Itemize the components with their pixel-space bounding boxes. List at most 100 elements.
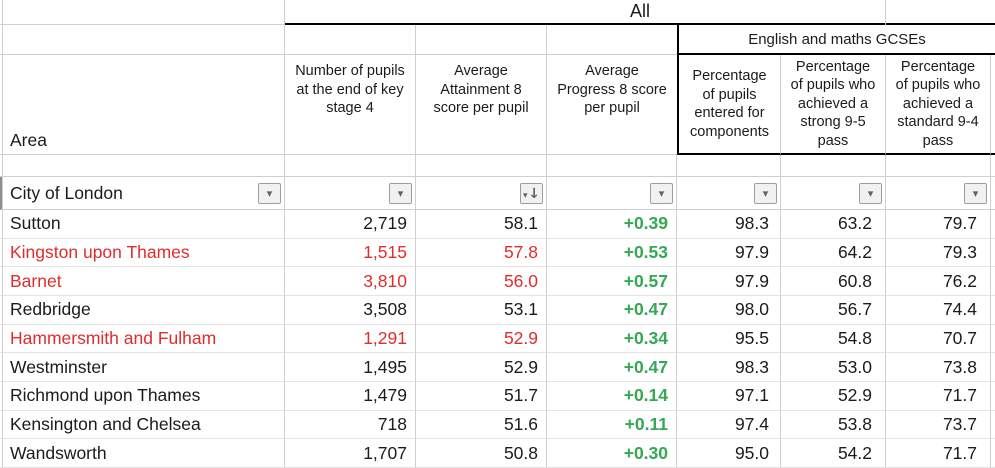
cell-progress8[interactable]: +0.53 — [547, 238, 677, 268]
cell-attainment8[interactable]: 53.1 — [416, 296, 547, 325]
cell-progress8[interactable]: +0.57 — [547, 267, 677, 297]
filter-button-standard-pass[interactable]: ▾ — [964, 182, 987, 204]
filter-cell-area[interactable]: City of London ▾ — [3, 177, 285, 210]
cell-standard-pass[interactable]: 79.3 — [886, 238, 991, 268]
group-header-all-cell[interactable]: All — [285, 0, 995, 25]
empty-cell[interactable] — [285, 155, 416, 177]
cell-standard-pass[interactable]: 73.7 — [886, 410, 991, 440]
cell-entered[interactable]: 97.4 — [677, 410, 781, 440]
cell-area[interactable]: Richmond upon Thames — [3, 382, 285, 411]
cell-entered[interactable]: 97.9 — [677, 267, 781, 297]
cell-progress8[interactable]: +0.30 — [547, 439, 677, 468]
cell-pupils[interactable]: 1,515 — [285, 238, 416, 268]
cell-progress8[interactable]: +0.34 — [547, 324, 677, 354]
cell-attainment8[interactable]: 58.1 — [416, 210, 547, 239]
cell-entered[interactable]: 98.0 — [677, 296, 781, 325]
cell-standard-pass[interactable]: 79.7 — [886, 210, 991, 239]
cell-pupils[interactable]: 3,810 — [285, 267, 416, 297]
cell-entered[interactable]: 97.1 — [677, 382, 781, 411]
column-header-standard-pass[interactable]: Percentage of pupils who achieved a stan… — [886, 55, 991, 155]
cell-entered[interactable]: 97.9 — [677, 238, 781, 268]
column-header-area[interactable]: Area — [3, 55, 285, 155]
filter-cell-progress8[interactable]: ▾ — [547, 177, 677, 210]
cell-entered[interactable]: 98.3 — [677, 210, 781, 239]
cell-strong-pass[interactable]: 54.8 — [781, 324, 886, 354]
empty-cell[interactable] — [781, 155, 886, 177]
filter-button-entered[interactable]: ▾ — [754, 182, 777, 204]
cell-entered[interactable]: 95.0 — [677, 439, 781, 468]
cell-standard-pass[interactable]: 73.8 — [886, 353, 991, 383]
cell-attainment8[interactable]: 51.7 — [416, 382, 547, 411]
empty-cell[interactable] — [886, 155, 991, 177]
cell-pupils[interactable]: 1,479 — [285, 382, 416, 411]
sort-descending-icon: ↓ — [528, 185, 540, 202]
cell-strong-pass[interactable]: 64.2 — [781, 238, 886, 268]
cell-area[interactable]: Barnet — [3, 267, 285, 297]
cell-pupils[interactable]: 718 — [285, 410, 416, 440]
filter-button-area[interactable]: ▾ — [258, 182, 281, 204]
cell-strong-pass[interactable]: 54.2 — [781, 439, 886, 468]
column-header-pupils[interactable]: Number of pupils at the end of key stage… — [285, 55, 416, 155]
cell-standard-pass[interactable]: 70.7 — [886, 324, 991, 354]
cell-attainment8[interactable]: 57.8 — [416, 238, 547, 268]
filter-button-pupils[interactable]: ▾ — [389, 182, 412, 204]
cell-strong-pass[interactable]: 63.2 — [781, 210, 886, 239]
cell-strong-pass[interactable]: 53.0 — [781, 353, 886, 383]
cell-attainment8[interactable]: 52.9 — [416, 324, 547, 354]
gutter-cell — [0, 25, 3, 55]
filter-button-progress8[interactable]: ▾ — [650, 182, 673, 204]
empty-cell[interactable] — [416, 155, 547, 177]
cell-progress8[interactable]: +0.47 — [547, 296, 677, 325]
cell-entered[interactable]: 98.3 — [677, 353, 781, 383]
cell-attainment8[interactable]: 50.8 — [416, 439, 547, 468]
empty-cell[interactable] — [285, 25, 416, 55]
filter-cell-entered[interactable]: ▾ — [677, 177, 781, 210]
filter-cell-pupils[interactable]: ▾ — [285, 177, 416, 210]
empty-cell[interactable] — [547, 25, 677, 55]
column-header-strong-pass[interactable]: Percentage of pupils who achieved a stro… — [781, 55, 886, 155]
empty-cell[interactable] — [547, 155, 677, 177]
cell-pupils[interactable]: 1,291 — [285, 324, 416, 354]
cell-pupils[interactable]: 2,719 — [285, 210, 416, 239]
cell-standard-pass[interactable]: 74.4 — [886, 296, 991, 325]
cell-progress8[interactable]: +0.39 — [547, 210, 677, 239]
filter-cell-strong-pass[interactable]: ▾ — [781, 177, 886, 210]
empty-cell[interactable] — [677, 155, 781, 177]
cell-area[interactable]: Westminster — [3, 353, 285, 383]
gcse-header-cell[interactable]: English and maths GCSEs — [677, 25, 995, 55]
cell-area[interactable]: Sutton — [3, 210, 285, 239]
cell-area[interactable]: Wandsworth — [3, 439, 285, 468]
filter-button-attainment8-sorted[interactable]: ▾ ↓ — [520, 182, 543, 204]
cell-progress8[interactable]: +0.14 — [547, 382, 677, 411]
cell-standard-pass[interactable]: 76.2 — [886, 267, 991, 297]
cell-entered[interactable]: 95.5 — [677, 324, 781, 354]
empty-cell[interactable] — [3, 155, 285, 177]
cell-progress8[interactable]: +0.11 — [547, 410, 677, 440]
cell-area[interactable]: Kingston upon Thames — [3, 238, 285, 268]
filter-cell-standard-pass[interactable]: ▾ — [886, 177, 991, 210]
cell-standard-pass[interactable]: 71.7 — [886, 382, 991, 411]
cell-pupils[interactable]: 1,495 — [285, 353, 416, 383]
cell-area[interactable]: Redbridge — [3, 296, 285, 325]
filter-cell-attainment8[interactable]: ▾ ↓ — [416, 177, 547, 210]
cell-strong-pass[interactable]: 53.8 — [781, 410, 886, 440]
cell-attainment8[interactable]: 56.0 — [416, 267, 547, 297]
cell-strong-pass[interactable]: 60.8 — [781, 267, 886, 297]
cell-area[interactable]: Hammersmith and Fulham — [3, 324, 285, 354]
empty-cell[interactable] — [416, 25, 547, 55]
cell-strong-pass[interactable]: 52.9 — [781, 382, 886, 411]
cell-attainment8[interactable]: 52.9 — [416, 353, 547, 383]
empty-cell[interactable] — [3, 25, 285, 55]
column-header-progress8[interactable]: Average Progress 8 score per pupil — [547, 55, 677, 155]
cell-strong-pass[interactable]: 56.7 — [781, 296, 886, 325]
cell-standard-pass[interactable]: 71.7 — [886, 439, 991, 468]
cell-pupils[interactable]: 1,707 — [285, 439, 416, 468]
empty-cell[interactable] — [3, 0, 285, 25]
column-header-attainment8[interactable]: Average Attainment 8 score per pupil — [416, 55, 547, 155]
cell-attainment8[interactable]: 51.6 — [416, 410, 547, 440]
cell-area[interactable]: Kensington and Chelsea — [3, 410, 285, 440]
cell-progress8[interactable]: +0.47 — [547, 353, 677, 383]
column-header-entered[interactable]: Percentage of pupils entered for compone… — [677, 55, 781, 155]
cell-pupils[interactable]: 3,508 — [285, 296, 416, 325]
filter-button-strong-pass[interactable]: ▾ — [859, 182, 882, 204]
